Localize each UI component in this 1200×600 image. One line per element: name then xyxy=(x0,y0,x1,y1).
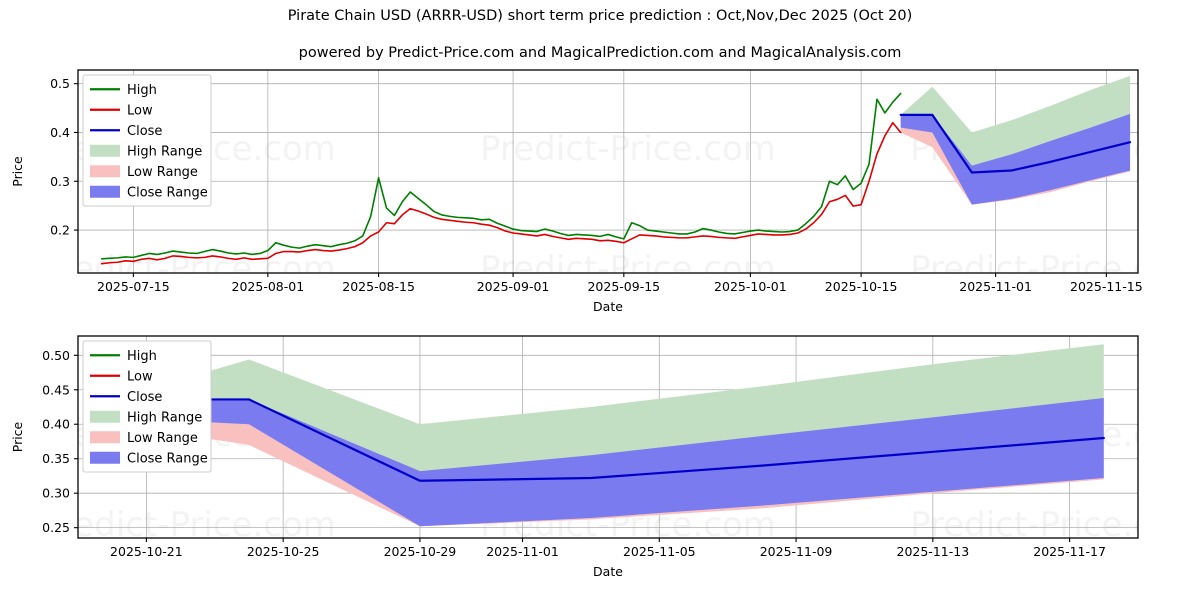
y-axis-label-bottom: Price xyxy=(10,421,25,452)
x-tick-label: 2025-10-25 xyxy=(247,544,320,559)
y-tick-label: 0.3 xyxy=(50,174,70,189)
legend-swatch-patch xyxy=(90,410,120,423)
chart-panel-bottom: Predict-Price.comPredict-Price.comPredic… xyxy=(10,335,1200,579)
page-title: Pirate Chain USD (ARRR-USD) short term p… xyxy=(287,8,913,24)
series-group-bottom xyxy=(111,344,1105,527)
legend-label: High xyxy=(127,83,157,98)
x-tick-label: 2025-10-21 xyxy=(110,544,183,559)
x-tick-label: 2025-08-01 xyxy=(232,279,305,294)
x-tick-label: 2025-11-17 xyxy=(1033,544,1106,559)
x-tick-label: 2025-10-29 xyxy=(384,544,457,559)
x-tick-label: 2025-09-15 xyxy=(587,279,660,294)
legend-label: High xyxy=(127,349,157,364)
x-tick-label: 2025-09-01 xyxy=(477,279,550,294)
legend-label: High Range xyxy=(127,410,202,425)
x-tick-label: 2025-07-15 xyxy=(97,279,170,294)
y-tick-label: 0.30 xyxy=(42,486,70,501)
close-range-band xyxy=(112,398,1104,527)
legend-swatch-patch xyxy=(90,165,120,178)
page-subtitle: powered by Predict-Price.com and Magical… xyxy=(298,45,902,61)
legend-label: Low Range xyxy=(127,431,198,446)
high-line xyxy=(100,92,902,260)
legend-swatch-patch xyxy=(90,451,120,464)
y-tick-label: 0.2 xyxy=(50,223,70,238)
legend-label: Close xyxy=(127,390,162,405)
y-tick-label: 0.5 xyxy=(50,76,70,91)
y-tick-label: 0.35 xyxy=(42,451,70,466)
plot-frame-top xyxy=(77,69,1139,274)
x-tick-label: 2025-11-01 xyxy=(959,279,1032,294)
chart-panel-top: Predict-Price.com Predict-Price.com Predic… xyxy=(10,69,1200,314)
x-tick-label: 2025-08-15 xyxy=(342,279,415,294)
x-tick-label: 2025-10-15 xyxy=(825,279,898,294)
watermark-text: Predict-Price.com xyxy=(910,249,1200,289)
legend-swatch-patch xyxy=(90,431,120,444)
watermark-text: Predict-Price.com xyxy=(40,505,336,545)
close-line xyxy=(899,113,1132,174)
y-tick-label: 0.50 xyxy=(42,348,70,363)
y-tick-label: 0.4 xyxy=(50,125,70,140)
legend-label: Low Range xyxy=(127,165,198,180)
legend-label: Close Range xyxy=(127,451,208,466)
x-axis-label-top: Date xyxy=(593,299,623,314)
watermark-text: Predict-Price.com xyxy=(480,249,776,289)
legend-label: Close Range xyxy=(127,185,208,200)
close-line xyxy=(111,398,1105,482)
x-tick-label: 2025-11-13 xyxy=(897,544,970,559)
x-tick-label: 2025-11-01 xyxy=(486,544,559,559)
x-tick-label: 2025-11-05 xyxy=(623,544,696,559)
watermark-text: Predict-Price.com xyxy=(480,129,776,169)
x-tick-label: 2025-10-01 xyxy=(714,279,787,294)
legend-swatch-patch xyxy=(90,185,120,198)
legend-label: Low xyxy=(127,103,153,118)
y-axis-label-top: Price xyxy=(10,156,25,187)
y-tick-label: 0.40 xyxy=(42,417,70,432)
close-range-band xyxy=(900,113,1131,205)
legend-label: High Range xyxy=(127,144,202,159)
x-tick-label: 2025-11-15 xyxy=(1070,279,1143,294)
legend-top: High Low Close High Range Low Range Close Ran… xyxy=(82,74,212,207)
y-tick-label: 0.25 xyxy=(42,520,70,535)
legend-label: Low xyxy=(127,369,153,384)
legend-label: Close xyxy=(127,124,162,139)
x-tick-label: 2025-11-09 xyxy=(760,544,833,559)
x-axis-label-bottom: Date xyxy=(593,564,623,579)
legend-bottom: High Low Close High Range Low Range Close Ran… xyxy=(82,340,212,473)
legend-swatch-patch xyxy=(90,144,120,157)
watermark-text: Predict-Price.com xyxy=(910,505,1200,545)
low-line xyxy=(100,121,902,265)
series-group-top xyxy=(100,75,1132,265)
plot-frame-bottom xyxy=(77,335,1139,539)
y-tick-label: 0.45 xyxy=(42,382,70,397)
